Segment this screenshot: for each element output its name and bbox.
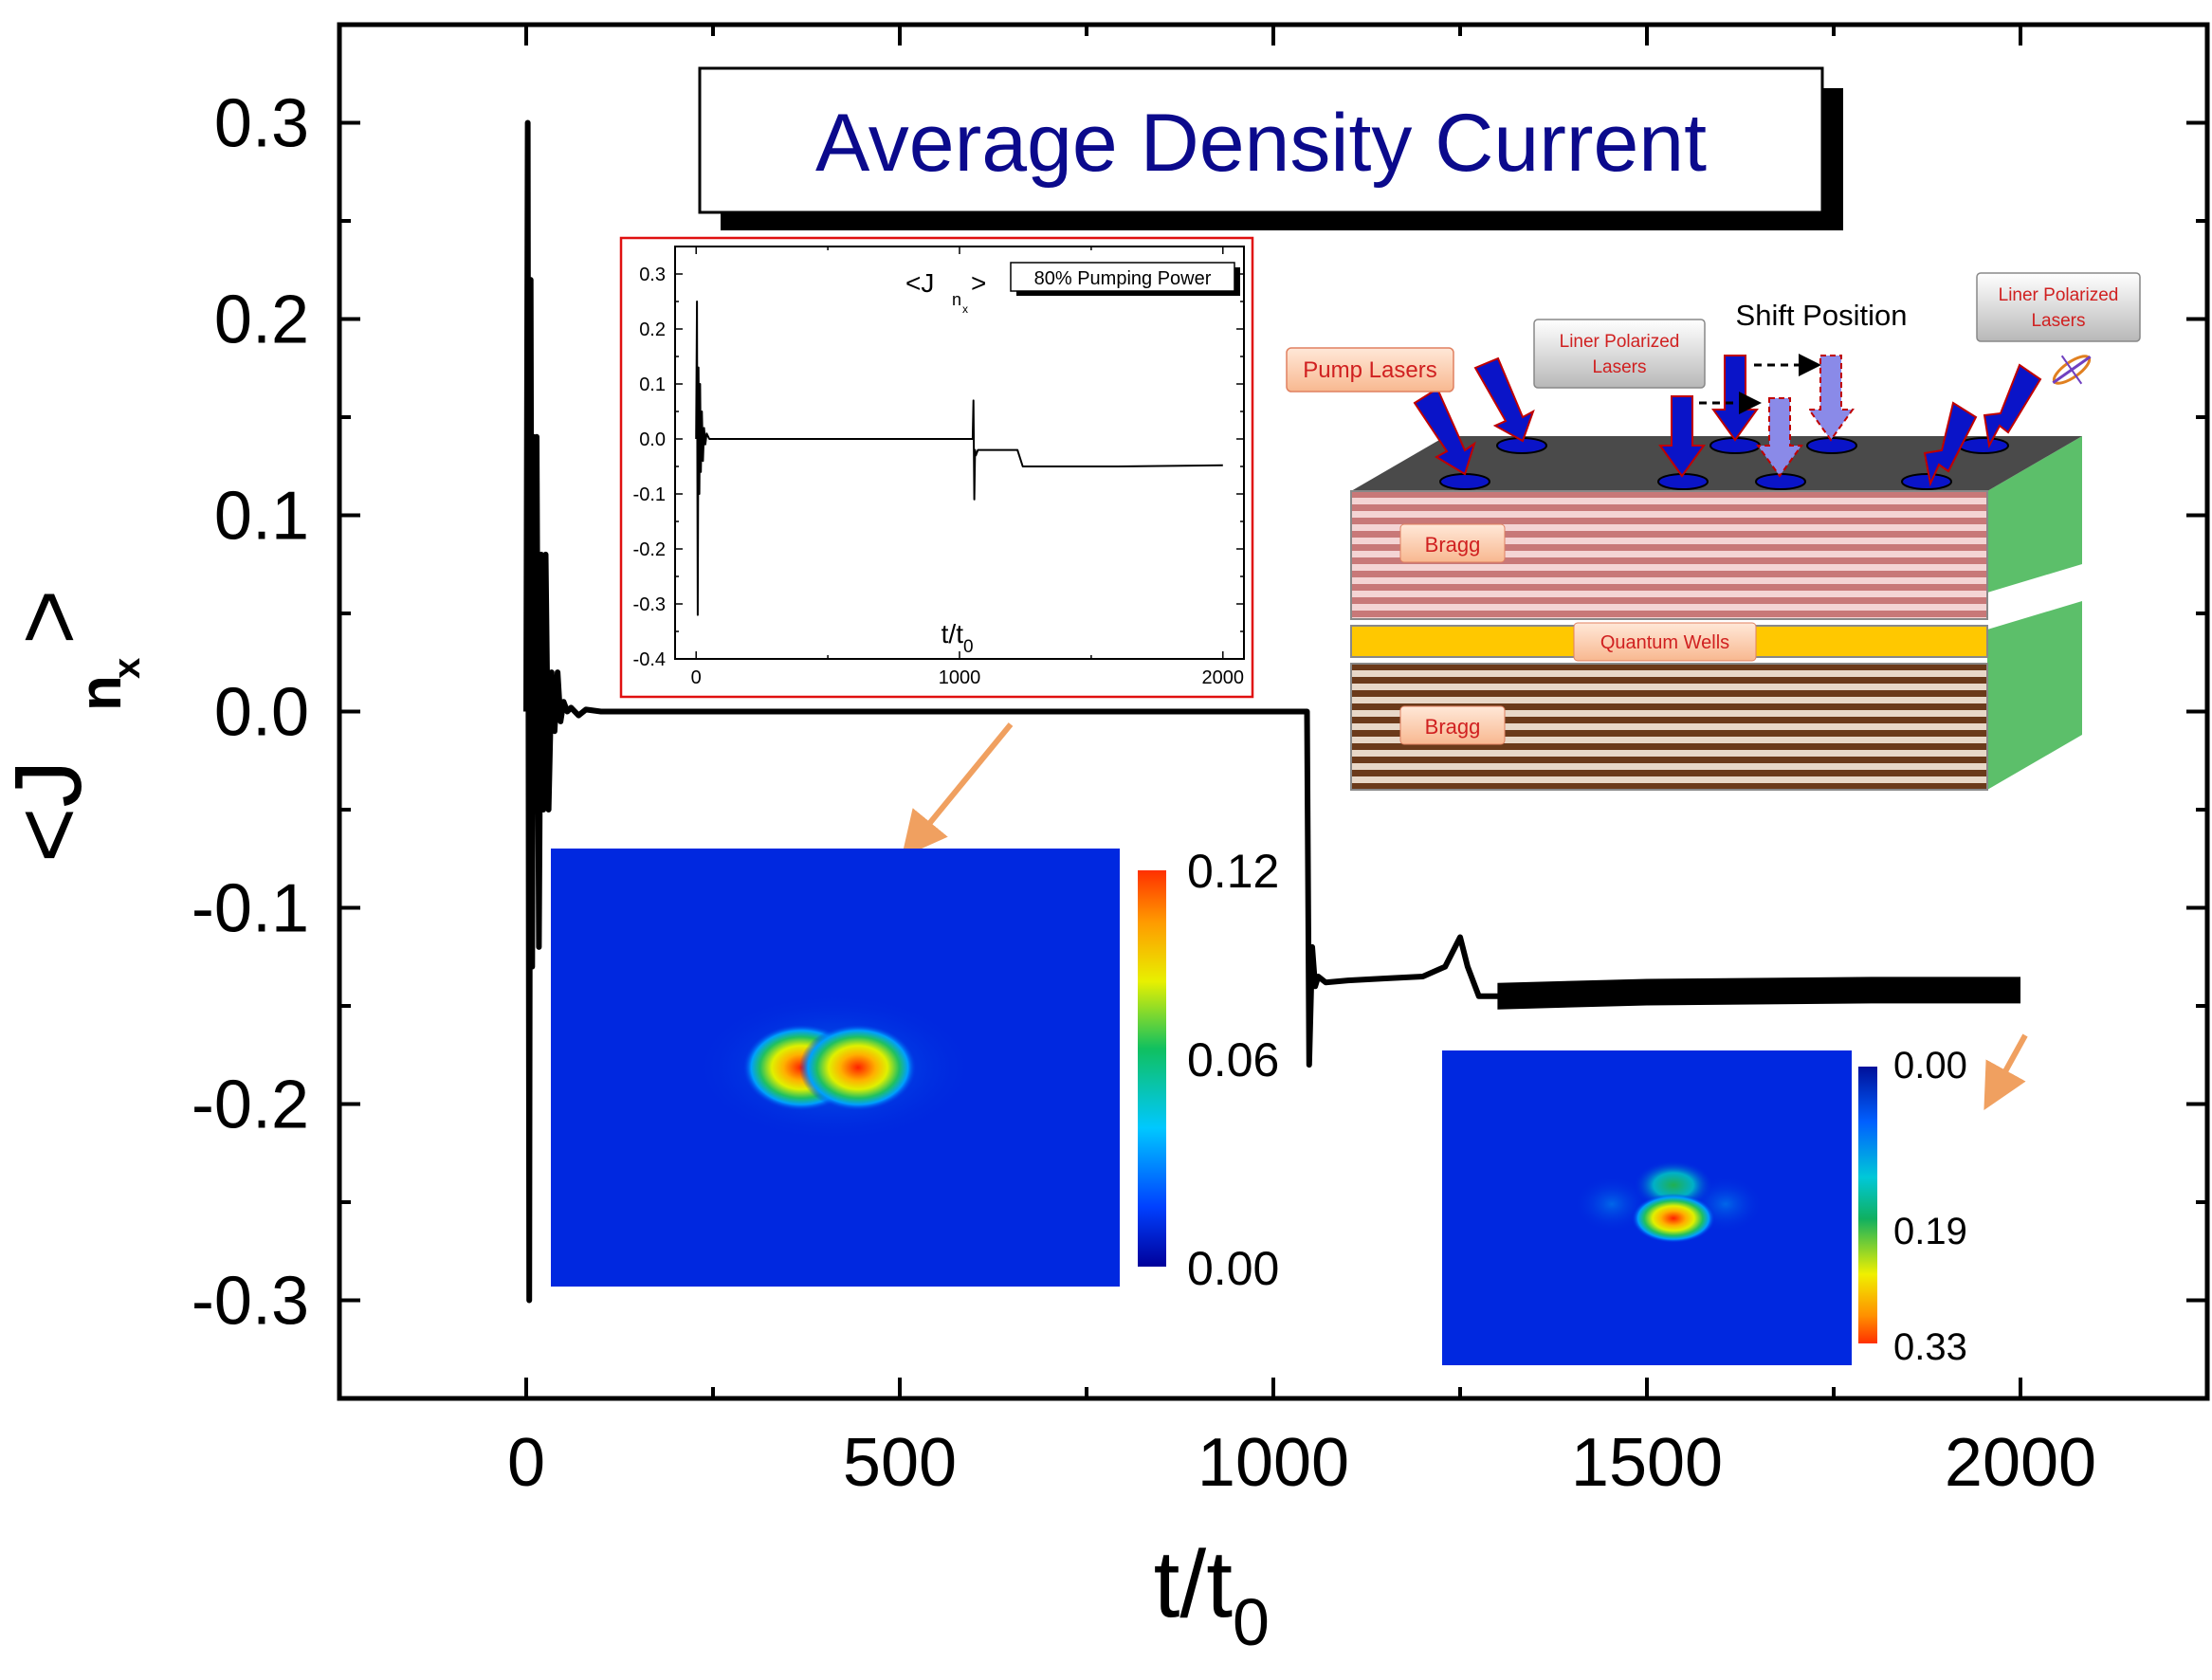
main-y-tick-label: -0.3 <box>192 1264 309 1340</box>
main-y-tick-label: 0.3 <box>214 86 309 162</box>
pump-laser-arrow <box>1923 401 1978 487</box>
inset-axis-ticks: 0 1000 2000 0.3 0.2 0.1 0.0 -0.1 -0.2 -0.3 -0.4 <box>633 247 1244 688</box>
inset-quantity-label-close: > <box>971 268 986 298</box>
inset-y-tick-label: -0.3 <box>633 594 666 615</box>
laser-spot <box>1755 473 1806 490</box>
laser-spot <box>1439 473 1490 490</box>
main-y-tick-label: -0.1 <box>192 871 309 947</box>
main-x-tick-label: 2000 <box>1945 1425 2096 1501</box>
main-y-tick-label: -0.2 <box>192 1068 309 1143</box>
title-box: Average Density Current <box>698 66 1843 230</box>
main-y-axis-label: <J <box>0 760 101 863</box>
right-colorbar <box>1858 1067 1877 1343</box>
inset-chart: 0 1000 2000 0.3 0.2 0.1 0.0 -0.1 -0.2 -0.3 -0.4 80… <box>619 236 1254 699</box>
main-oscillation-band <box>1497 977 2020 1010</box>
schematic-quantum-wells-label: Quantum Wells <box>1600 632 1729 653</box>
shifted-laser-arrow <box>1807 355 1855 442</box>
inset-x-tick-label: 2000 <box>1202 667 1245 688</box>
pump-laser-arrow <box>1473 356 1535 443</box>
polarization-icon <box>2052 355 2092 385</box>
inset-series-layer <box>695 301 1223 616</box>
pump-laser-arrow <box>1983 363 2042 449</box>
right-heatmap-pointer-arrow <box>1983 1033 2028 1111</box>
inset-x-axis-label: t/t <box>941 619 964 648</box>
main-y-tick-label: 0.1 <box>214 479 309 555</box>
inset-y-tick-label: 0.3 <box>639 265 666 285</box>
main-chart: 0 500 1000 1500 2000 0.3 0.2 0.1 0.0 -0.1 -0.2 -0.3… <box>0 22 2210 1659</box>
main-x-tick-label: 1000 <box>1197 1425 1349 1501</box>
inset-border <box>619 236 1254 699</box>
laser-spot <box>1958 437 2009 454</box>
laser-spot <box>1806 437 1857 454</box>
main-x-axis-label-subscript: 0 <box>1233 1585 1270 1659</box>
main-x-tick-label: 0 <box>507 1425 545 1501</box>
right-colorbar-label-middle: 0.19 <box>1893 1211 1967 1252</box>
main-y-axis-label-close: > <box>0 590 101 645</box>
main-series-layer <box>523 119 2020 1304</box>
inset-y-tick-label: 0.1 <box>639 374 666 395</box>
main-y-tick-label: 0.0 <box>214 675 309 751</box>
right-heatmap: 0.00 0.19 0.33 <box>1442 1045 1967 1368</box>
inset-x-tick-label: 1000 <box>939 667 981 688</box>
main-axis-ticks: 0 500 1000 1500 2000 0.3 0.2 0.1 0.0 -0.1 -0.2 -0.3 <box>192 25 2207 1501</box>
main-y-axis-label-subsubscript: x <box>106 658 148 679</box>
right-colorbar-label-top: 0.00 <box>1893 1045 1967 1087</box>
inset-y-tick-label: 0.2 <box>639 320 666 340</box>
polarized-laser-arrow <box>1658 395 1706 478</box>
main-y-axis-label-subscript: n <box>68 675 134 711</box>
left-colorbar-label-top: 0.12 <box>1187 845 1279 898</box>
device-schematic: Bragg Quantum Wells Bragg <box>1286 272 2141 791</box>
schematic-bragg-top-label: Bragg <box>1425 533 1481 557</box>
right-heatmap-side-left <box>1574 1176 1650 1233</box>
schematic-laser-spots <box>1439 437 2009 490</box>
main-x-axis-label: t/t <box>1154 1531 1234 1637</box>
inset-quantity-label-subscript: n <box>952 290 961 309</box>
liner-polarized-label-1-line1: Liner Polarized <box>1560 332 1680 352</box>
schematic-side-gap <box>1987 564 2082 630</box>
inset-series-line <box>695 301 1223 616</box>
pump-laser-arrow <box>1413 387 1476 476</box>
schematic-bragg-bottom-label: Bragg <box>1425 715 1481 739</box>
inset-quantity-label-subsubscript: x <box>962 302 968 316</box>
main-x-tick-label: 1500 <box>1571 1425 1723 1501</box>
inset-y-tick-label: -0.4 <box>633 649 666 670</box>
left-colorbar <box>1138 870 1166 1267</box>
shift-position-label: Shift Position <box>1736 299 1908 332</box>
left-heatmap: 0.12 0.06 0.00 <box>551 845 1279 1295</box>
shifted-laser-arrow <box>1756 397 1803 478</box>
main-series-line <box>523 119 2020 1304</box>
left-colorbar-label-middle: 0.06 <box>1187 1033 1279 1087</box>
main-y-tick-label: 0.2 <box>214 283 309 358</box>
laser-spot <box>1657 473 1709 490</box>
inset-y-tick-label: 0.0 <box>639 429 666 450</box>
inset-x-axis-label-subscript: 0 <box>963 637 974 657</box>
right-colorbar-label-bottom: 0.33 <box>1893 1326 1967 1368</box>
main-x-tick-label: 500 <box>843 1425 957 1501</box>
left-heatmap-lobe-right <box>799 1024 917 1111</box>
inset-y-tick-label: -0.2 <box>633 539 666 560</box>
left-colorbar-label-bottom: 0.00 <box>1187 1242 1279 1295</box>
left-heatmap-pointer-arrow <box>901 722 1014 858</box>
pump-lasers-label: Pump Lasers <box>1303 357 1436 383</box>
schematic-laser-arrows <box>1413 355 2042 487</box>
chart-title: Average Density Current <box>815 98 1707 189</box>
liner-polarized-label-2-line2: Lasers <box>2031 311 2085 331</box>
inset-y-tick-label: -0.1 <box>633 484 666 505</box>
liner-polarized-label-2-line1: Liner Polarized <box>1999 285 2119 305</box>
inset-legend: 80% Pumping Power <box>1034 268 1212 289</box>
main-y-axis-label-group: <J n x > <box>0 590 148 863</box>
right-heatmap-lower-lobe <box>1632 1194 1715 1243</box>
polarized-laser-arrow <box>1711 355 1759 442</box>
laser-spot <box>1901 473 1952 490</box>
schematic-bragg-top-layer <box>1350 490 1988 620</box>
inset-x-tick-label: 0 <box>691 667 702 688</box>
inset-quantity-label: <J <box>905 268 934 298</box>
liner-polarized-label-1-line2: Lasers <box>1592 357 1646 377</box>
